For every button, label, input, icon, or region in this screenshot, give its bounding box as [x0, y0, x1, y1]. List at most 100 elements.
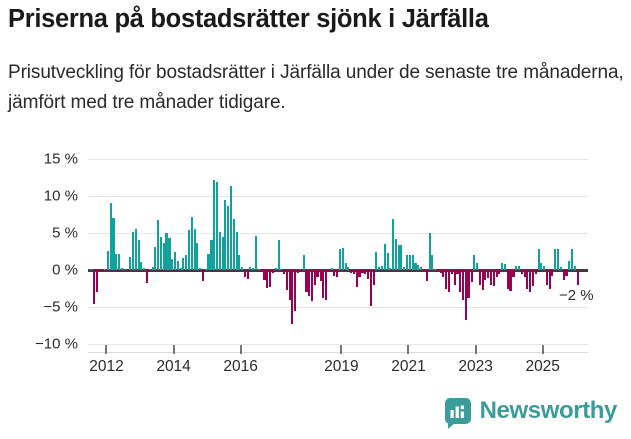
bar-negative	[361, 270, 364, 273]
bar-positive	[554, 249, 557, 270]
bar-positive	[375, 251, 378, 270]
bar-positive	[501, 262, 504, 270]
bar-negative	[565, 270, 568, 276]
bar-positive	[252, 267, 255, 270]
bar-negative	[523, 270, 526, 278]
bar-positive	[573, 265, 576, 270]
bar-positive	[403, 267, 406, 270]
bar-negative	[489, 270, 493, 285]
bar-positive	[115, 253, 118, 270]
bar-positive	[123, 268, 126, 270]
bar-positive	[557, 248, 560, 270]
bar-negative	[526, 270, 529, 289]
chart-subtitle: Prisutveckling för bostadsrätter i Järfä…	[8, 62, 624, 113]
bar-positive	[568, 261, 571, 270]
bar-positive	[397, 244, 400, 270]
bar-positive	[215, 181, 218, 270]
bar-positive	[112, 218, 115, 270]
bar-positive	[221, 237, 224, 270]
bar-negative	[551, 270, 554, 276]
bar-negative	[101, 270, 104, 271]
bar-positive	[89, 268, 93, 270]
bar-negative	[319, 270, 322, 282]
bar-positive	[157, 219, 160, 270]
bar-negative	[324, 270, 327, 300]
bar-negative	[372, 270, 375, 285]
bar-negative	[260, 270, 263, 273]
bar-positive	[380, 265, 383, 270]
bar-negative	[487, 270, 490, 279]
bar-positive	[168, 238, 171, 270]
bar-negative	[562, 270, 565, 281]
bar-positive	[400, 244, 403, 270]
chart-footer: Newsworthy	[0, 391, 631, 439]
bar-positive	[185, 255, 188, 270]
bar-positive	[540, 262, 543, 270]
bar-positive	[182, 258, 185, 270]
bar-positive	[417, 264, 420, 270]
bar-positive	[227, 205, 230, 270]
bar-positive	[433, 268, 437, 270]
bar-negative	[467, 270, 470, 299]
bar-negative	[336, 270, 339, 278]
bar-positive	[196, 242, 199, 270]
bar-negative	[308, 270, 311, 296]
bar-positive	[238, 255, 241, 270]
bar-positive	[504, 264, 507, 270]
bar-negative	[520, 270, 523, 274]
bar-negative	[126, 270, 129, 272]
bar-negative	[546, 270, 549, 285]
bar-positive	[389, 267, 392, 270]
bar-negative	[436, 270, 440, 272]
bar-positive	[232, 218, 235, 270]
bar-positive	[428, 233, 431, 270]
bar-negative	[353, 270, 356, 275]
bar-negative	[369, 270, 372, 307]
bar-positive	[240, 267, 244, 270]
bar-positive	[134, 229, 138, 270]
bar-positive	[176, 261, 179, 270]
bar-negative	[92, 270, 96, 305]
bar-positive	[347, 267, 350, 270]
bar-negative	[282, 270, 286, 274]
bar-positive	[104, 269, 107, 271]
bar-positive	[148, 268, 151, 270]
bar-negative	[450, 270, 453, 274]
bar-positive	[118, 253, 121, 270]
bar-positive	[414, 262, 417, 270]
bar-negative	[453, 270, 456, 285]
bar-negative	[355, 270, 358, 288]
last-value-label: −2 %	[559, 286, 594, 304]
bar-positive	[190, 216, 193, 270]
bar-negative	[266, 270, 269, 288]
bar-negative	[269, 270, 272, 288]
bar-positive	[162, 243, 165, 270]
bar-positive	[302, 255, 305, 270]
bar-positive	[344, 262, 347, 270]
bar-negative	[439, 270, 442, 273]
bar-chart-bubble-icon	[444, 398, 471, 429]
bar-negative	[294, 270, 297, 311]
bar-negative	[291, 270, 294, 325]
bar-positive	[140, 261, 143, 270]
bar-positive	[106, 250, 109, 270]
bar-positive	[537, 249, 540, 270]
bar-negative	[146, 270, 149, 283]
bar-positive	[542, 266, 546, 270]
bar-negative	[285, 270, 289, 290]
bar-positive	[249, 267, 252, 270]
bar-positive	[559, 267, 562, 270]
bar-positive	[515, 265, 518, 270]
bar-negative	[512, 270, 515, 278]
bar-negative	[509, 270, 512, 292]
bar-negative	[422, 270, 425, 273]
bar-negative	[478, 270, 481, 285]
bar-negative	[576, 270, 579, 285]
bar-positive	[341, 247, 344, 270]
bar-negative	[333, 270, 336, 276]
newsworthy-logo[interactable]: Newsworthy	[444, 397, 617, 429]
bar-positive	[338, 249, 342, 270]
bar-positive	[199, 267, 202, 270]
bar-positive	[473, 255, 476, 270]
bar-positive	[255, 235, 258, 270]
